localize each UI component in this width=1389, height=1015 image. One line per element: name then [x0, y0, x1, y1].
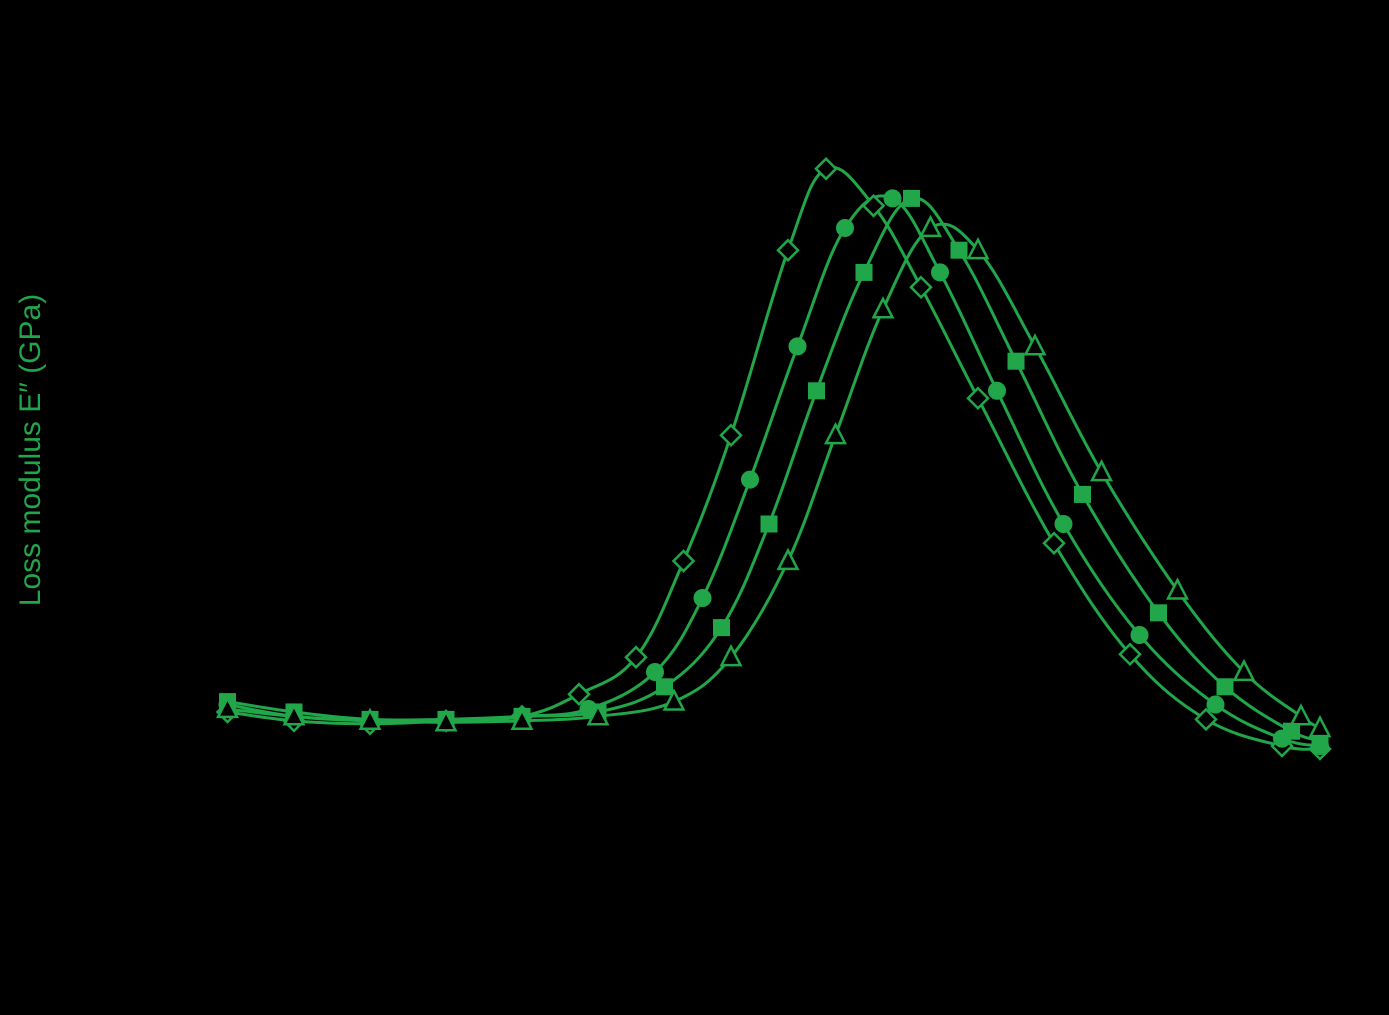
loss-modulus-chart: Loss modulus E″ (GPa) [0, 0, 1389, 1015]
y-axis-label: Loss modulus E″ (GPa) [14, 294, 47, 606]
